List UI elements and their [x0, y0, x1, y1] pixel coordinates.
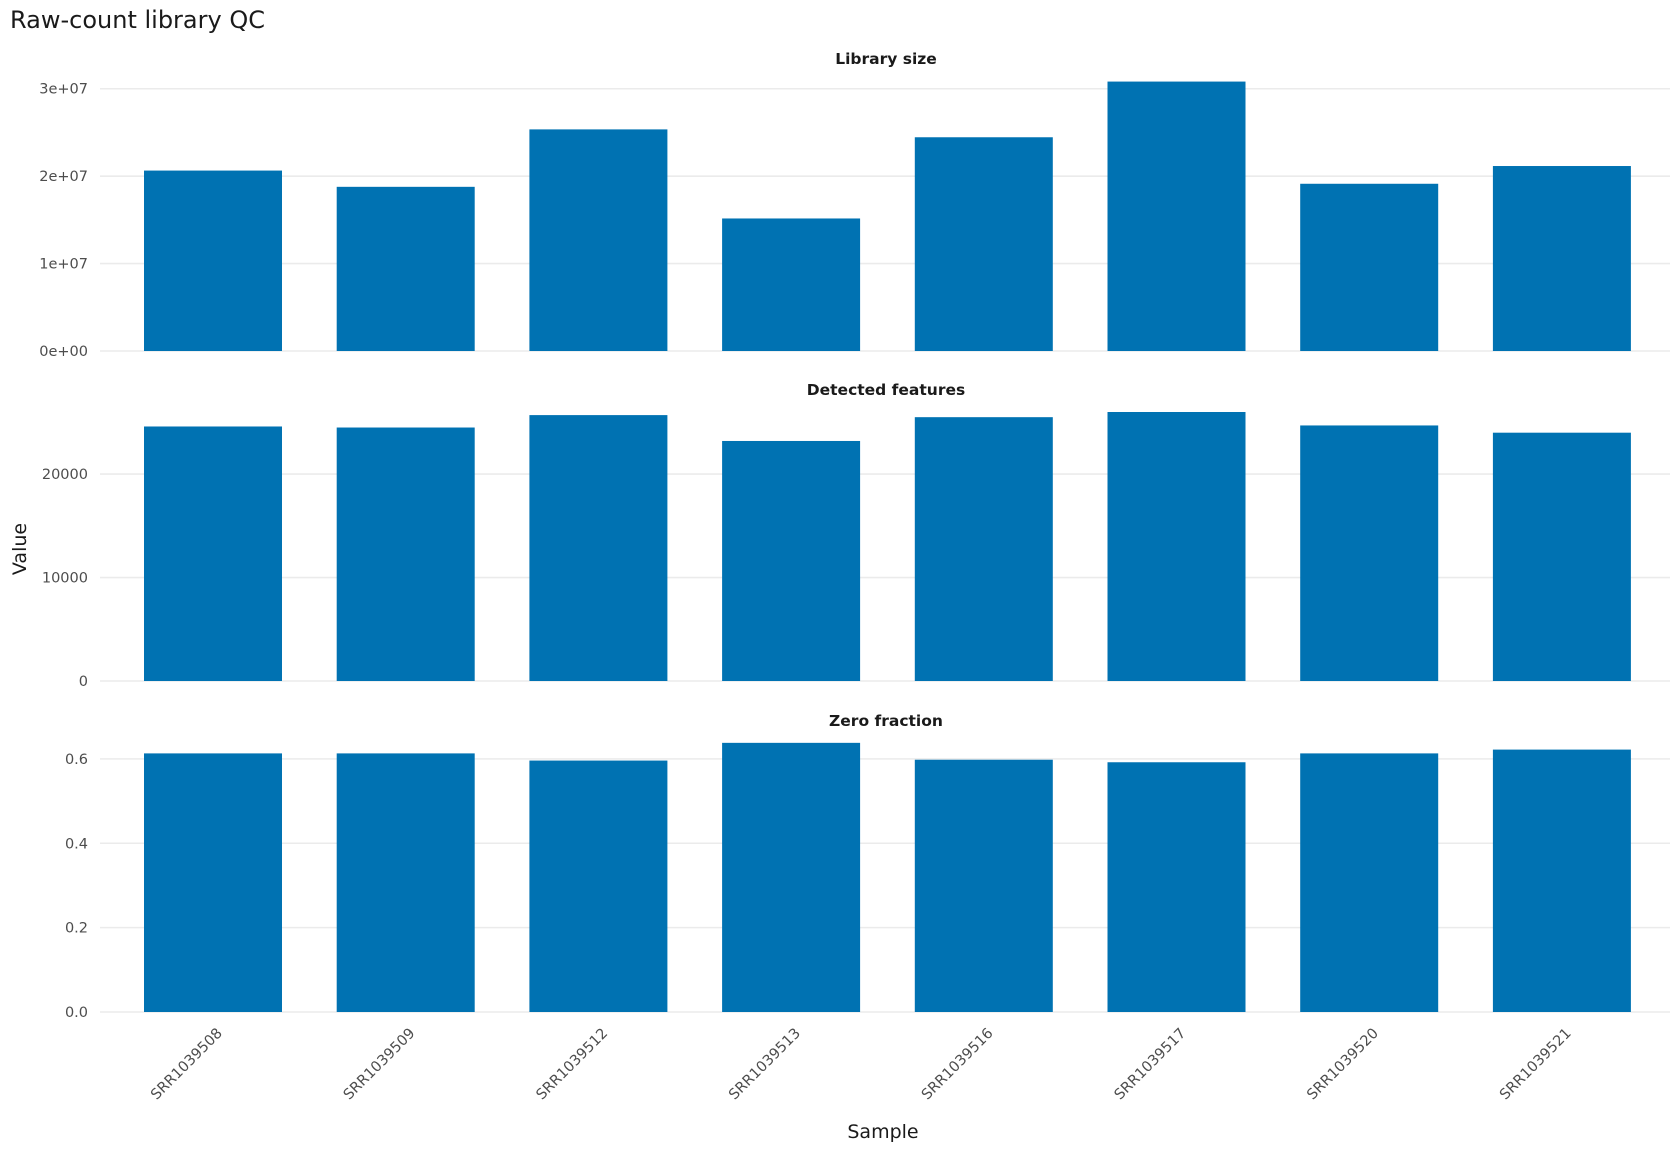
bar	[1107, 412, 1246, 681]
facet-panel: Zero fraction 0.0 0.2 0.4 0.6	[65, 712, 1670, 1021]
bar	[914, 759, 1053, 1012]
bar	[1492, 166, 1631, 351]
x-tick-label: SRR1039516	[919, 1026, 997, 1104]
x-tick-label: SRR1039517	[1112, 1026, 1190, 1104]
bar	[722, 218, 861, 351]
facet-title: Detected features	[807, 381, 965, 399]
bar	[144, 170, 282, 351]
y-tick-label: 3e+07	[39, 82, 88, 98]
chart-title: Raw-count library QC	[10, 6, 265, 34]
bar	[914, 417, 1053, 681]
bar	[1107, 762, 1246, 1012]
bar	[336, 427, 475, 681]
x-tick-label: SRR1039509	[341, 1026, 419, 1104]
bar	[529, 129, 668, 351]
bar	[722, 440, 861, 681]
bar	[1300, 183, 1439, 351]
y-tick-label: 0.2	[65, 921, 88, 937]
facet-panel: Library size 0e+00 1e+07 2e+07 3e+07	[39, 50, 1670, 360]
x-axis: SRR1039508 SRR1039509 SRR1039512 SRR1039513…	[148, 1026, 1575, 1104]
facet-panels: Library size 0e+00 1e+07 2e+07 3e+07 Detected…	[39, 50, 1670, 1021]
y-tick-label: 1e+07	[39, 257, 88, 273]
x-axis-title: Sample	[847, 1121, 918, 1143]
y-axis-title: Value	[9, 523, 31, 575]
x-tick-label: SRR1039513	[726, 1026, 804, 1104]
bar	[722, 742, 861, 1012]
bar	[1492, 432, 1631, 681]
x-tick-label: SRR1039520	[1304, 1026, 1382, 1104]
y-tick-label: 0.6	[65, 752, 88, 768]
bar	[144, 426, 282, 681]
bar	[1300, 425, 1439, 681]
bar	[529, 760, 668, 1012]
y-tick-label: 0.4	[65, 836, 88, 852]
bar	[336, 186, 475, 351]
bar	[144, 753, 282, 1012]
facet-title: Library size	[835, 50, 937, 68]
y-tick-label: 0	[79, 674, 88, 690]
bar	[1107, 81, 1246, 351]
bar	[1492, 749, 1631, 1012]
bar	[529, 415, 668, 681]
y-tick-label: 20000	[42, 467, 88, 483]
bar	[336, 753, 475, 1012]
bar	[914, 137, 1053, 351]
y-tick-label: 2e+07	[39, 169, 88, 185]
y-tick-label: 10000	[42, 571, 88, 587]
x-tick-label: SRR1039508	[148, 1026, 226, 1104]
x-tick-label: SRR1039512	[533, 1026, 611, 1104]
bar	[1300, 753, 1439, 1012]
facet-title: Zero fraction	[829, 712, 943, 730]
facet-panel: Detected features 0 10000 20000	[42, 381, 1670, 690]
y-tick-label: 0e+00	[39, 344, 88, 360]
y-tick-label: 0.0	[65, 1005, 88, 1021]
x-tick-label: SRR1039521	[1497, 1026, 1575, 1104]
